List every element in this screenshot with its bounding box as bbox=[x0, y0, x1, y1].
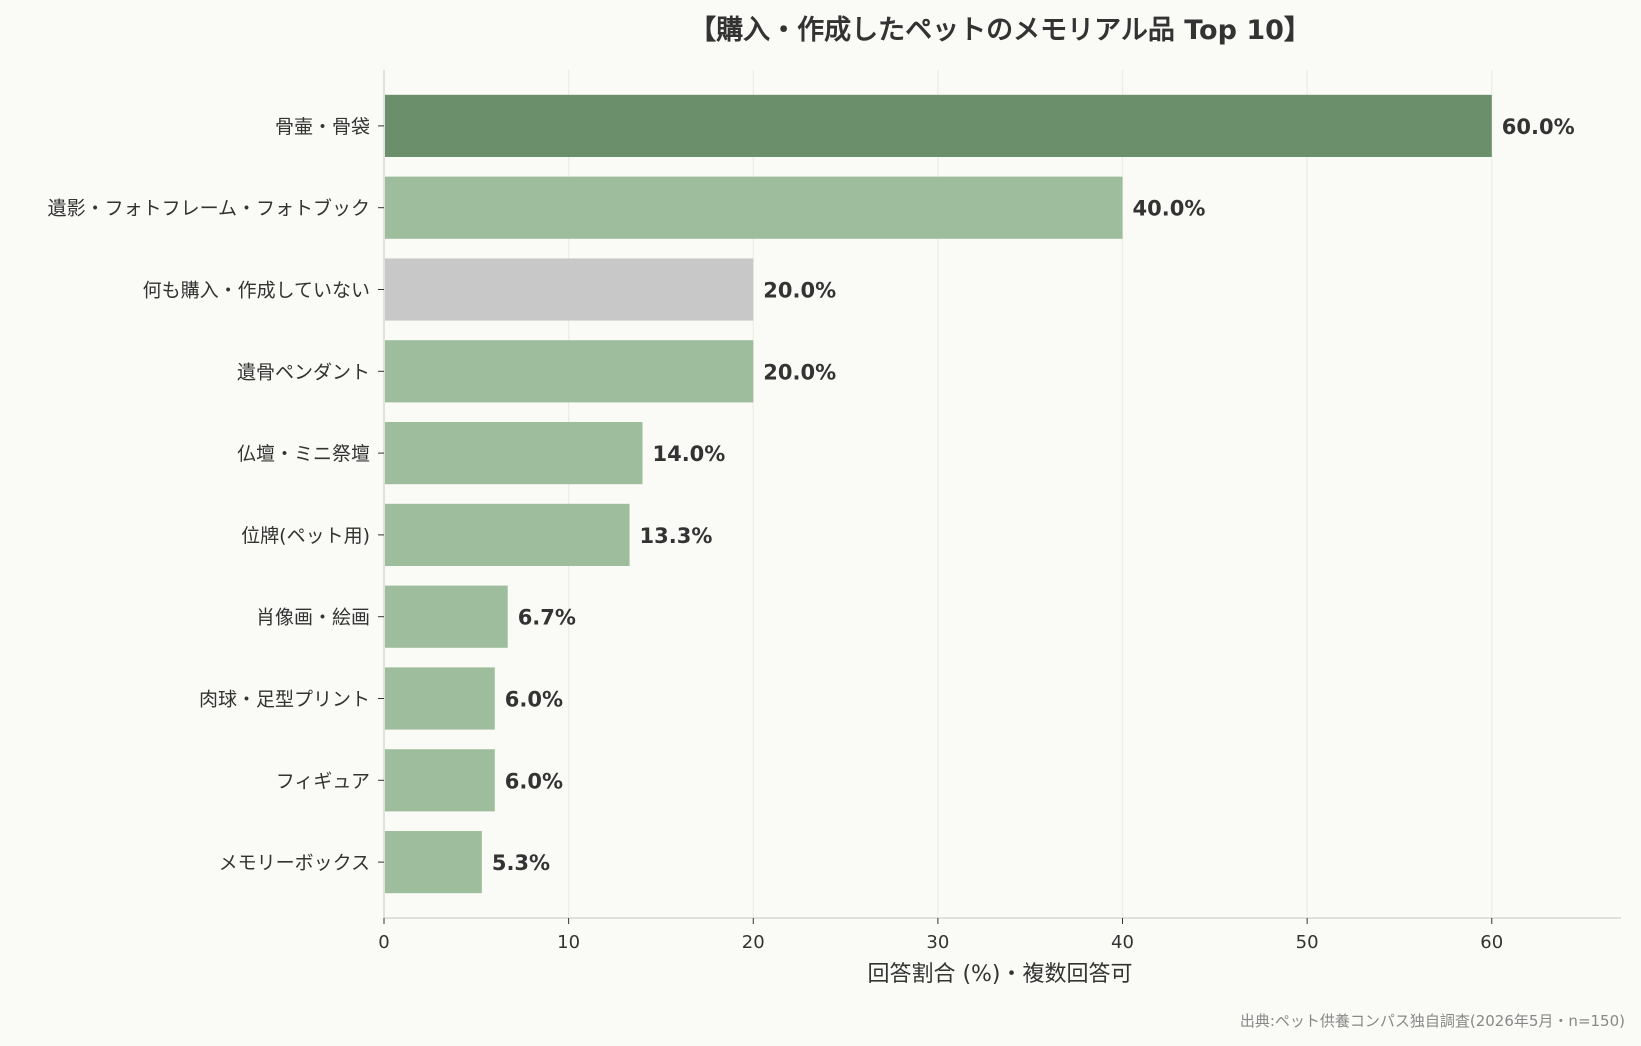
category-label-10: メモリーボックス bbox=[219, 852, 370, 874]
value-label-3: 20.0% bbox=[763, 279, 836, 303]
bars bbox=[385, 94, 1492, 894]
bar-8 bbox=[385, 667, 495, 730]
x-tick-label-50: 50 bbox=[1296, 932, 1319, 953]
chart-title: 【購入・作成したペットのメモリアル品 Top 10】 bbox=[689, 15, 1311, 46]
value-label-2: 40.0% bbox=[1133, 197, 1206, 221]
category-label-2: 遺影・フォトフレーム・フォトブック bbox=[48, 197, 370, 220]
axes: 0 10 20 30 40 50 60 bbox=[378, 70, 1621, 953]
bar-7 bbox=[385, 585, 508, 648]
value-label-5: 14.0% bbox=[652, 442, 725, 466]
value-label-8: 6.0% bbox=[505, 688, 563, 712]
bar-10 bbox=[385, 831, 482, 894]
bar-9 bbox=[385, 749, 495, 812]
bar-3 bbox=[385, 258, 754, 321]
bar-4 bbox=[385, 340, 754, 403]
bar-1 bbox=[385, 94, 1492, 157]
value-label-9: 6.0% bbox=[505, 769, 563, 793]
bar-5 bbox=[385, 422, 643, 485]
bar-6 bbox=[385, 503, 630, 566]
source-note: 出典:ペット供養コンパス独自調査(2026年5月・n=150) bbox=[1240, 1012, 1625, 1030]
category-label-5: 仏壇・ミニ祭壇 bbox=[237, 443, 370, 465]
category-label-7: 肖像画・絵画 bbox=[256, 607, 370, 629]
value-label-6: 13.3% bbox=[640, 524, 713, 548]
x-tick-label-40: 40 bbox=[1111, 932, 1134, 953]
x-tick-label-30: 30 bbox=[926, 932, 949, 953]
x-tick-label-10: 10 bbox=[557, 932, 580, 953]
x-tick-label-0: 0 bbox=[378, 932, 389, 953]
value-label-1: 60.0% bbox=[1502, 115, 1575, 139]
category-label-4: 遺骨ペンダント bbox=[237, 361, 370, 383]
bar-2 bbox=[385, 176, 1123, 239]
category-label-8: 肉球・足型プリント bbox=[199, 689, 370, 711]
category-label-6: 位牌(ペット用) bbox=[241, 525, 370, 547]
x-tick-label-60: 60 bbox=[1480, 932, 1503, 953]
value-label-4: 20.0% bbox=[763, 360, 836, 384]
labels: 骨壷・骨袋 60.0% 遺影・フォトフレーム・フォトブック 40.0% 何も購入・作成し… bbox=[48, 115, 1575, 875]
value-label-10: 5.3% bbox=[492, 851, 550, 875]
x-axis-title: 回答割合 (%)・複数回答可 bbox=[867, 962, 1132, 987]
x-tick-label-20: 20 bbox=[742, 932, 765, 953]
category-label-1: 骨壷・骨袋 bbox=[275, 116, 370, 138]
category-label-9: フィギュア bbox=[276, 770, 370, 792]
value-label-7: 6.7% bbox=[518, 606, 576, 630]
category-label-3: 何も購入・作成していない bbox=[143, 280, 370, 302]
